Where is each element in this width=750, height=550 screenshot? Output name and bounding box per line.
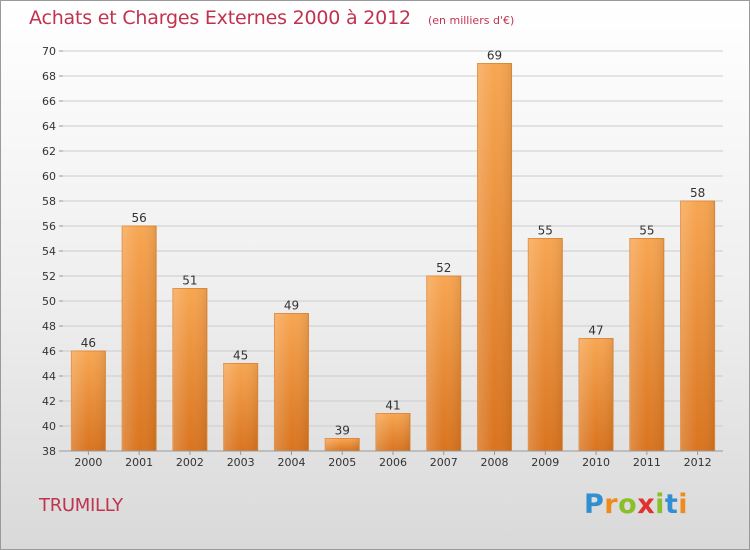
bar-shading <box>71 351 106 451</box>
y-tick-label: 44 <box>42 370 56 383</box>
x-tick-label: 2000 <box>74 456 102 469</box>
y-tick-label: 54 <box>42 245 56 258</box>
chart-subtitle: (en milliers d'€) <box>427 14 515 27</box>
x-tick-label: 2004 <box>277 456 305 469</box>
y-tick-label: 48 <box>42 320 56 333</box>
x-tick-label: 2010 <box>582 456 610 469</box>
data-label: 52 <box>436 261 451 275</box>
bar-shading <box>426 276 461 451</box>
data-label: 56 <box>132 211 147 225</box>
y-tick-label: 52 <box>42 270 56 283</box>
title-row: Achats et Charges Externes 2000 à 2012 (… <box>29 7 514 29</box>
x-tick-label: 2012 <box>684 456 712 469</box>
bar-shading <box>579 338 614 451</box>
y-tick-label: 64 <box>42 120 56 133</box>
data-label: 55 <box>639 224 654 238</box>
x-tick-label: 2003 <box>227 456 255 469</box>
y-tick-label: 46 <box>42 345 56 358</box>
data-label: 51 <box>182 274 197 288</box>
data-label: 46 <box>81 336 96 350</box>
y-tick-label: 42 <box>42 395 56 408</box>
x-tick-label: 2009 <box>531 456 559 469</box>
bar-shading <box>122 226 157 451</box>
grid-lines <box>63 50 723 452</box>
bar-shading <box>680 201 715 451</box>
bar-shading <box>477 63 512 451</box>
bar-shading <box>376 413 410 451</box>
bars <box>70 63 716 452</box>
data-label: 47 <box>588 324 603 338</box>
x-tick-label: 2006 <box>379 456 407 469</box>
y-tick-label: 68 <box>42 70 56 83</box>
y-tick-label: 40 <box>42 420 56 433</box>
y-tick-label: 70 <box>42 45 56 58</box>
data-label: 49 <box>284 299 299 313</box>
data-label: 55 <box>538 224 553 238</box>
y-tick-label: 58 <box>42 195 56 208</box>
data-label: 45 <box>233 349 248 363</box>
y-tick-label: 60 <box>42 170 56 183</box>
chart-title: Achats et Charges Externes 2000 à 2012 <box>29 7 411 29</box>
x-tick-label: 2005 <box>328 456 356 469</box>
y-tick-label: 50 <box>42 295 56 308</box>
bar-shading <box>274 313 309 451</box>
bar-shading <box>223 363 258 451</box>
x-tick-label: 2011 <box>633 456 661 469</box>
data-labels: 46 56 51 45 49 39 41 52 69 55 47 55 58 <box>81 49 706 438</box>
bar-shading <box>528 238 563 451</box>
x-tick-label: 2008 <box>481 456 509 469</box>
data-label: 41 <box>385 399 400 413</box>
y-tick-label: 56 <box>42 220 56 233</box>
y-tick-label: 38 <box>42 445 56 458</box>
x-tick-label: 2002 <box>176 456 204 469</box>
bar-shading <box>325 438 360 451</box>
data-label: 39 <box>335 424 350 438</box>
y-tick-label: 62 <box>42 145 56 158</box>
data-label: 69 <box>487 49 502 63</box>
y-axis-ticks: 38 40 42 44 46 48 50 52 54 56 58 60 62 64 66 68 70 <box>42 45 63 458</box>
x-axis-ticks: 2000 2001 2002 2003 2004 2005 2006 2007 2008 2009… <box>74 451 712 469</box>
town-name: TRUMILLY <box>39 495 123 516</box>
data-label: 58 <box>690 186 705 200</box>
bar-shading <box>629 238 664 451</box>
x-tick-label: 2007 <box>430 456 458 469</box>
y-tick-label: 66 <box>42 95 56 108</box>
x-tick-label: 2001 <box>125 456 153 469</box>
proxiti-logo: Proxiti <box>584 489 689 520</box>
bar-shading <box>172 288 207 451</box>
